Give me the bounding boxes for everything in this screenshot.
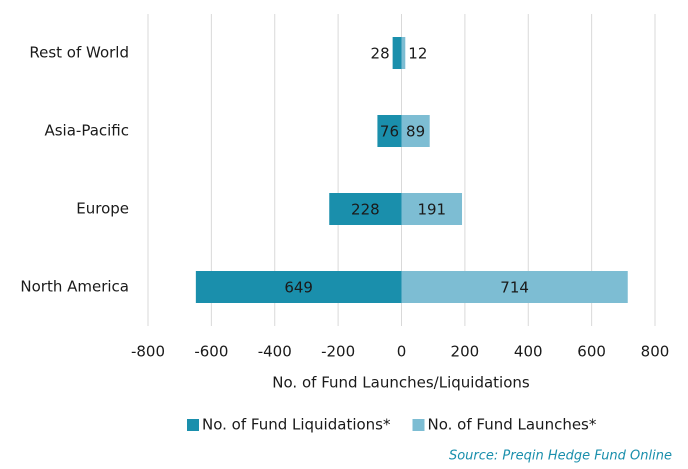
x-tick-label: 400 — [514, 343, 543, 361]
bar — [401, 115, 430, 147]
data-label: 89 — [406, 123, 425, 141]
x-tick-label: -600 — [194, 343, 228, 361]
data-label: 191 — [417, 201, 446, 219]
x-axis-title: No. of Fund Launches/Liquidations — [272, 374, 530, 392]
bar — [392, 37, 402, 69]
legend-label: No. of Fund Launches* — [428, 416, 597, 434]
data-label: 12 — [408, 45, 427, 63]
legend-swatch — [187, 419, 199, 431]
x-tick-label: 200 — [451, 343, 480, 361]
x-tick-label: -800 — [131, 343, 165, 361]
legend-label: No. of Fund Liquidations* — [202, 416, 391, 434]
y-tick-label: Europe — [76, 200, 129, 218]
data-label: 649 — [284, 279, 313, 297]
data-label: 76 — [380, 123, 399, 141]
x-tick-label: -200 — [321, 343, 355, 361]
x-tick-label: -400 — [258, 343, 292, 361]
source: Source: Preqin Hedge Fund Online — [449, 449, 672, 464]
x-tick-label: 800 — [641, 343, 670, 361]
bar — [195, 271, 402, 303]
data-label: 714 — [500, 279, 529, 297]
x-tick-label: 0 — [397, 343, 407, 361]
y-tick-label: Asia-Pacific — [44, 122, 129, 140]
y-tick-label: Rest of World — [29, 44, 129, 62]
bar — [401, 271, 628, 303]
x-tick-label: 600 — [577, 343, 606, 361]
bar — [401, 193, 463, 225]
bar — [401, 37, 406, 69]
bar — [329, 193, 402, 225]
bar — [377, 115, 402, 147]
data-label: 228 — [351, 201, 380, 219]
data-label: 28 — [371, 45, 390, 63]
legend-swatch — [412, 419, 425, 431]
y-tick-label: North America — [20, 278, 129, 296]
